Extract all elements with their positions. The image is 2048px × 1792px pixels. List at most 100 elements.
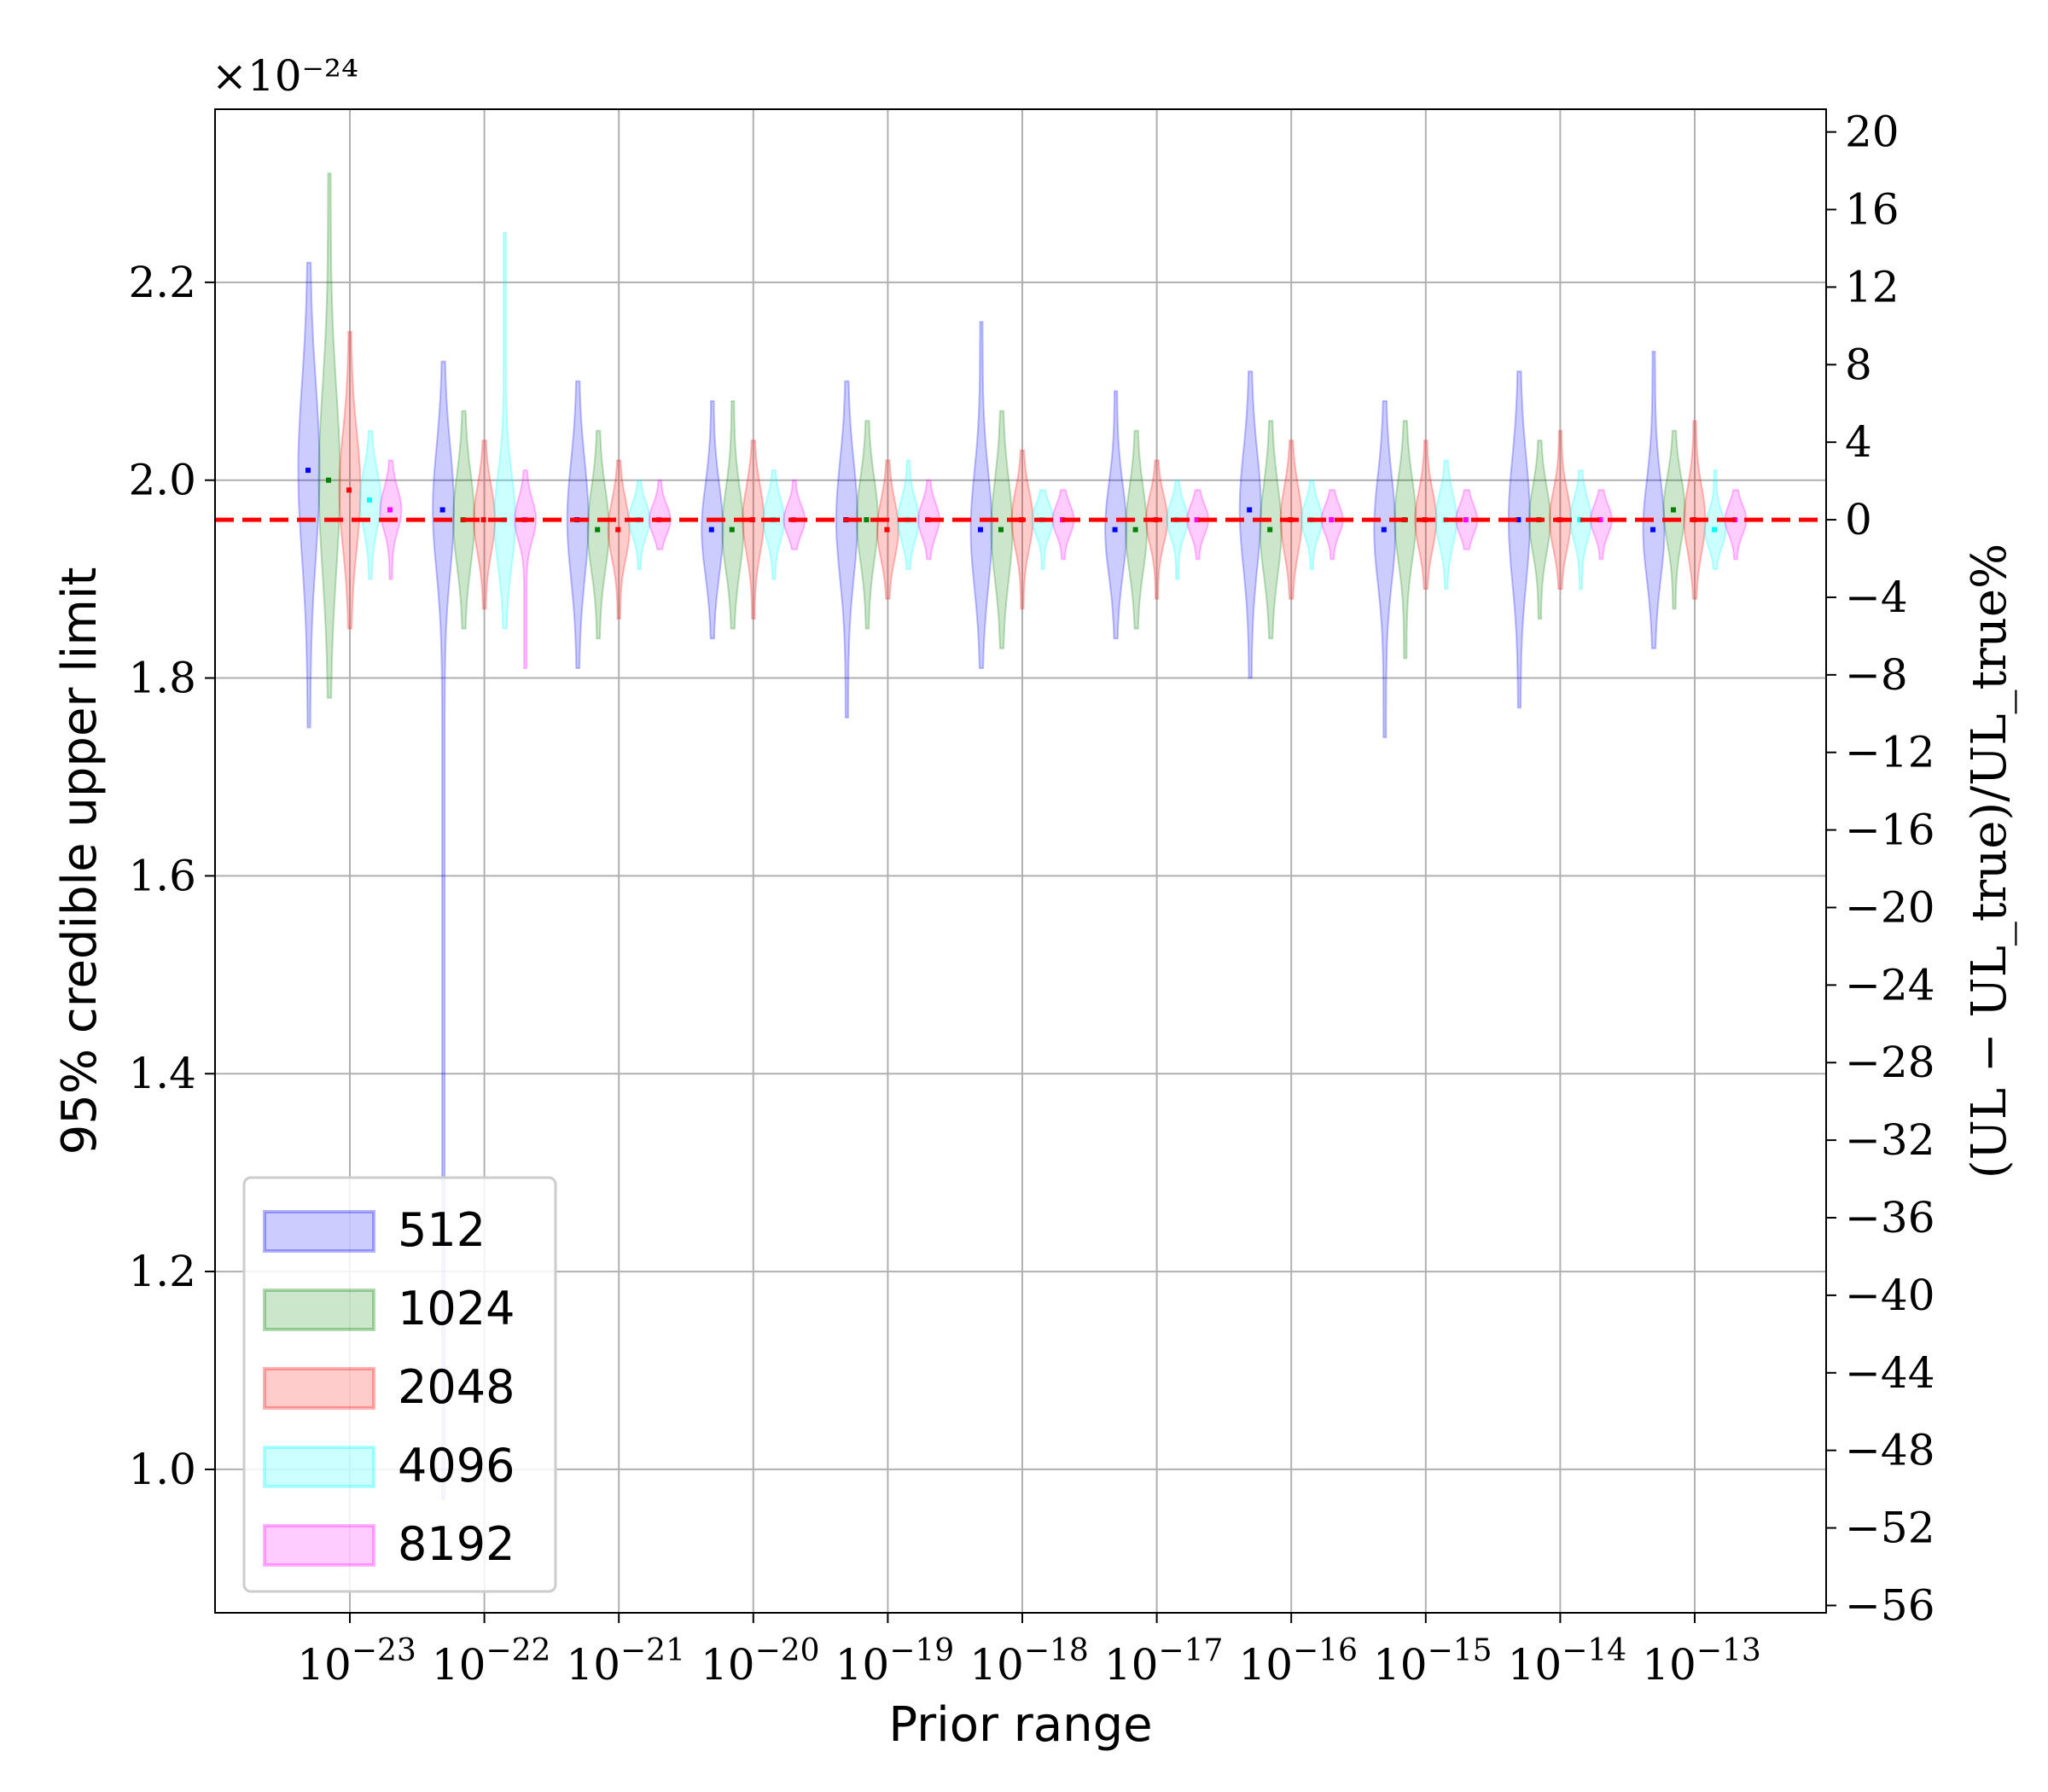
median-marker-1024: [1267, 527, 1273, 532]
x-tick-label: 10−18: [969, 1633, 1089, 1690]
legend-swatch: [263, 1446, 375, 1488]
median-marker-4096: [367, 497, 372, 503]
violin-2048: [1010, 449, 1034, 610]
right-y-tick-label: 8: [1845, 340, 1872, 389]
legend-label: 512: [398, 1203, 486, 1257]
right-y-tick-label: −24: [1845, 960, 1935, 1009]
violin-1024: [586, 429, 610, 640]
x-tick-label: 10−16: [1238, 1633, 1358, 1690]
violin-2048: [1414, 439, 1438, 591]
axes: 1.0 1.2 1.4 1.6 1.8 2.0 2.2 10−23 10−22 10−21 10−2…: [128, 108, 1935, 1690]
median-marker-4096: [1577, 517, 1583, 523]
violin-4096: [896, 459, 920, 570]
violin-2048: [607, 459, 631, 620]
violin-1024: [721, 400, 745, 630]
violin-512: [1373, 400, 1397, 739]
grid-lines: [215, 109, 1826, 1613]
violin-4096: [1166, 479, 1190, 580]
right-y-tick-label: −44: [1845, 1348, 1935, 1398]
median-marker-2048: [615, 527, 621, 532]
violin-4096: [1703, 469, 1727, 570]
median-marker-2048: [480, 517, 486, 523]
right-y-tick-label: −16: [1845, 806, 1935, 855]
right-y-tick-label: −48: [1845, 1426, 1935, 1475]
violin-8192: [1589, 489, 1613, 561]
median-marker-1024: [998, 527, 1004, 532]
right-y-tick-label: −8: [1845, 650, 1908, 700]
violin-512: [1507, 370, 1531, 709]
median-marker-512: [1112, 527, 1118, 532]
violin-512: [432, 360, 456, 1500]
violin-512: [1238, 370, 1262, 679]
violin-4096: [1434, 459, 1458, 591]
legend-swatch: [263, 1210, 375, 1253]
y-axis-multiplier: ×10⁻²⁴: [212, 51, 358, 101]
median-marker-2048: [346, 487, 352, 493]
violin-512: [566, 380, 590, 669]
right-y-tick-label: −12: [1845, 728, 1935, 777]
y-tick-label: 1.6: [128, 851, 196, 900]
median-marker-1024: [1132, 527, 1138, 532]
right-y-tick-label: 4: [1845, 417, 1872, 467]
legend-swatch: [263, 1289, 375, 1331]
median-marker-1024: [864, 517, 870, 523]
legend-frame: [242, 1176, 557, 1593]
y-tick-label: 2.2: [128, 258, 196, 307]
y-tick-label: 1.4: [128, 1049, 196, 1098]
median-marker-8192: [1194, 517, 1200, 523]
violin-2048: [1548, 429, 1572, 591]
violin-8192: [783, 479, 806, 550]
violin-8192: [1320, 489, 1344, 561]
legend-label: 8192: [398, 1517, 515, 1571]
median-marker-512: [978, 527, 983, 532]
median-marker-8192: [387, 507, 393, 513]
median-marker-1024: [729, 527, 735, 532]
violin-512: [835, 380, 858, 719]
legend-label: 2048: [398, 1360, 515, 1414]
violin-2048: [1683, 420, 1707, 600]
violin-512: [969, 321, 993, 669]
x-tick-label: 10−19: [835, 1633, 955, 1690]
violin-8192: [648, 479, 672, 550]
violin-8192: [1186, 489, 1210, 561]
x-tick-label: 10−13: [1642, 1633, 1761, 1690]
violin-4096: [1031, 489, 1055, 570]
median-marker-1024: [326, 477, 331, 483]
violin-4096: [627, 479, 651, 570]
x-tick-label: 10−22: [432, 1633, 551, 1690]
median-marker-1024: [595, 527, 601, 532]
x-tick-label: 10−15: [1373, 1633, 1492, 1690]
median-marker-512: [1516, 517, 1521, 523]
median-marker-512: [708, 527, 714, 532]
median-marker-512: [1650, 527, 1655, 532]
right-y-tick-label: −32: [1845, 1115, 1935, 1165]
legend-item-512: 512: [263, 1203, 486, 1257]
right-y-tick-label: 12: [1845, 262, 1900, 311]
right-y-tick-label: −36: [1845, 1193, 1935, 1242]
x-tick-label: 10−17: [1104, 1633, 1224, 1690]
violin-1024: [855, 420, 879, 630]
right-y-tick-label: −4: [1845, 573, 1908, 622]
y-tick-label: 1.2: [128, 1247, 196, 1296]
median-marker-4096: [1712, 527, 1717, 532]
median-marker-512: [1381, 527, 1387, 532]
violin-512: [297, 261, 321, 729]
median-marker-8192: [1463, 517, 1469, 523]
violin-4096: [1300, 479, 1324, 570]
median-marker-8192: [1597, 517, 1603, 523]
legend-item-1024: 1024: [263, 1282, 515, 1335]
plot-frame: [214, 108, 1827, 1614]
legend-label: 1024: [398, 1282, 515, 1335]
violin-4096: [1568, 469, 1592, 591]
violin-4096: [762, 469, 786, 580]
violin-8192: [1051, 489, 1075, 561]
right-y-tick-label: −28: [1845, 1038, 1935, 1087]
legend-item-4096: 4096: [263, 1439, 515, 1492]
right-y-tick-label: −56: [1845, 1580, 1935, 1630]
x-tick-label: 10−14: [1508, 1633, 1627, 1690]
violin-512: [1642, 351, 1666, 649]
right-y-tick-label: −52: [1845, 1504, 1935, 1553]
y-axis-title: 95% credible upper limit: [52, 567, 108, 1155]
violin-4096: [358, 429, 382, 580]
